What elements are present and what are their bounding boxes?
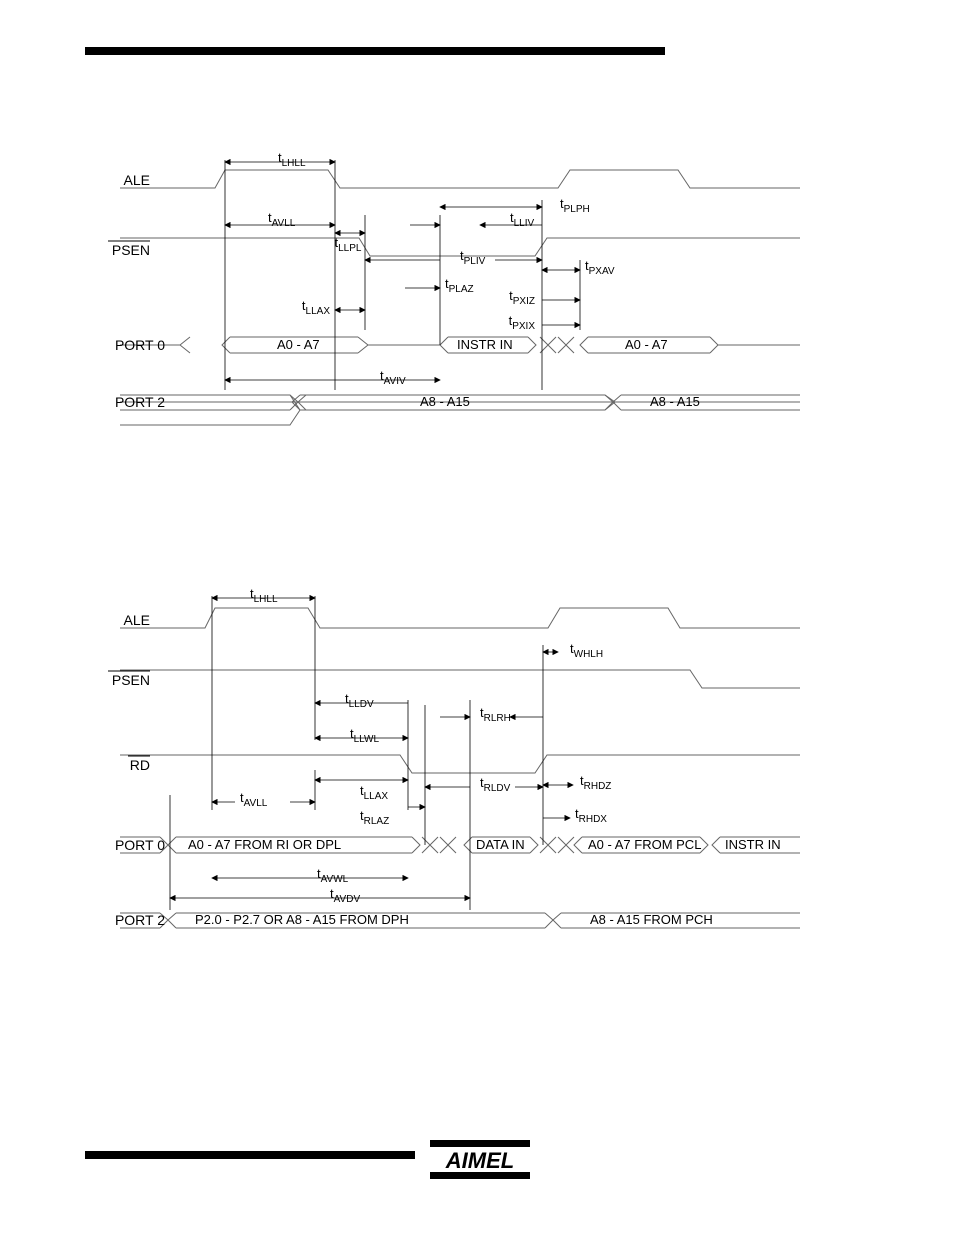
svg-text:tLLWL: tLLWL <box>350 726 379 745</box>
sig-label-ale: ALE <box>124 172 150 188</box>
bus-label: A8 - A15 FROM PCH <box>590 912 713 927</box>
svg-text:tLLAX: tLLAX <box>360 783 388 802</box>
svg-text:tRLRH: tRLRH <box>480 705 511 724</box>
ale-wave <box>120 170 800 188</box>
svg-text:tRLDV: tRLDV <box>480 775 511 794</box>
param-labels-1: tLHLL tAVLL tLLPL tLLIV tPLPH tPLIV tPLA… <box>268 150 615 387</box>
svg-text:tWHLH: tWHLH <box>570 641 603 660</box>
sig-label-psen: PSEN <box>108 241 150 258</box>
dim-lines-2 <box>170 596 543 910</box>
svg-text:tPLIV: tPLIV <box>460 248 486 267</box>
svg-text:tLLDV: tLLDV <box>345 691 374 710</box>
bottom-rule <box>85 1151 415 1159</box>
svg-text:tPXAV: tPXAV <box>585 258 615 277</box>
bus-label: DATA IN <box>476 837 525 852</box>
bus-label: A0 - A7 <box>277 337 320 352</box>
svg-text:tLLAX: tLLAX <box>302 298 330 317</box>
bus-label: A0 - A7 <box>625 337 668 352</box>
rd-wave-2 <box>120 755 800 773</box>
dim-lines-1 <box>225 160 580 390</box>
svg-text:PSEN: PSEN <box>112 672 150 688</box>
ale-wave-2 <box>120 608 800 628</box>
sig-label-psen-2: PSEN <box>108 671 150 688</box>
svg-text:tPLAZ: tPLAZ <box>445 276 474 295</box>
svg-text:tRHDZ: tRHDZ <box>580 773 611 792</box>
page-root: ALE PSEN PORT 0 PORT 2 tLHLL tAVLL tLLPL… <box>0 0 954 1235</box>
svg-text:tAVDV: tAVDV <box>330 886 360 905</box>
svg-text:tLLIV: tLLIV <box>510 210 535 229</box>
svg-text:tPXIZ: tPXIZ <box>509 288 535 307</box>
bus-label: A0 - A7 FROM PCL <box>588 837 701 852</box>
svg-text:PSEN: PSEN <box>112 242 150 258</box>
svg-text:tPXIX: tPXIX <box>509 313 536 332</box>
svg-text:tAVLL: tAVLL <box>268 210 296 229</box>
bus-label: P2.0 - P2.7 OR A8 - A15 FROM DPH <box>195 912 409 927</box>
svg-text:tAVWL: tAVWL <box>317 866 349 885</box>
timing-diagram-2: ALE PSEN RD PORT 0 PORT 2 tLHLL tWHLH tL… <box>100 570 820 940</box>
sig-label-port2-2: PORT 2 <box>115 912 165 928</box>
svg-text:tAVIV: tAVIV <box>380 368 406 387</box>
psen-wave-2 <box>120 670 800 688</box>
top-rule <box>85 47 665 55</box>
param-labels-2: tLHLL tWHLH tLLDV tRLRH tLLWL tLLAX tRLA… <box>240 586 611 905</box>
svg-text:tLHLL: tLHLL <box>278 150 306 169</box>
bus-label: A8 - A15 <box>650 394 700 409</box>
sig-label-port0: PORT 0 <box>115 337 165 353</box>
svg-text:AIMEL: AIMEL <box>445 1148 514 1173</box>
svg-text:tAVLL: tAVLL <box>240 790 268 809</box>
bus-label: INSTR IN <box>457 337 513 352</box>
bus-label: INSTR IN <box>725 837 781 852</box>
svg-text:tLHLL: tLHLL <box>250 586 278 605</box>
svg-text:RD: RD <box>130 757 150 773</box>
bus-label: A0 - A7 FROM RI OR DPL <box>188 837 341 852</box>
sig-label-port0-2: PORT 0 <box>115 837 165 853</box>
timing-diagram-1: ALE PSEN PORT 0 PORT 2 tLHLL tAVLL tLLPL… <box>100 130 820 430</box>
sig-label-rd-2: RD <box>128 756 150 773</box>
svg-text:tRHDX: tRHDX <box>575 806 607 825</box>
svg-text:tPLPH: tPLPH <box>560 196 590 215</box>
svg-text:tRLAZ: tRLAZ <box>360 808 389 827</box>
sig-label-port2: PORT 2 <box>115 394 165 410</box>
sig-label-ale-2: ALE <box>124 612 150 628</box>
bus-label: A8 - A15 <box>420 394 470 409</box>
atmel-logo: AIMEL <box>430 1140 530 1180</box>
